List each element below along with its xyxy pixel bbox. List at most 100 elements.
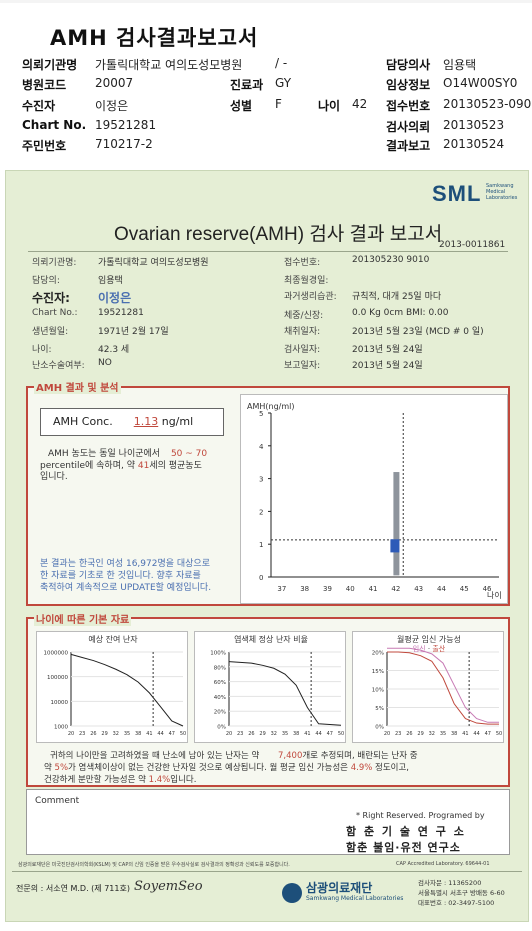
mini-x-tick-label: 29 [259, 731, 265, 737]
mini-x-tick-label: 50 [180, 731, 186, 737]
header-label: 접수번호 [386, 99, 431, 113]
patient-value: 가톨릭대학교 여의도성모병원 [98, 258, 209, 268]
mini-x-tick-label: 41 [462, 731, 468, 737]
mini-y-tick-label: 0% [217, 725, 226, 731]
footer-accreditation: 삼광의료재단은 미국진단검사의학회(KSLM) 및 CAP의 신임 인증을 받은… [18, 862, 290, 868]
patient-label: 수진자: [32, 291, 70, 305]
mini-y-tick-label: 10000 [51, 700, 69, 706]
footer-cap: CAP Accredited Laboratory. 69644-01 [396, 861, 490, 867]
x-tick-label: 44 [437, 585, 446, 593]
report-title: Ovarian reserve(AMH) 검사 결과 보고서 [114, 224, 443, 245]
header-value: 20130524 [443, 137, 505, 151]
mini3-title: 월평균 임신 가능성 [397, 635, 461, 644]
rights-text: * Right Reserved. Programed by [356, 811, 485, 820]
amh-section-title: AMH 결과 및 분석 [34, 379, 121, 394]
x-tick-label: 37 [277, 585, 286, 593]
patient-label: Chart No.: [32, 308, 78, 318]
mini-x-tick-label: 32 [429, 731, 435, 737]
x-tick-label: 43 [414, 585, 423, 593]
amh-note-1: 본 결과는 한국인 여성 16,972명을 대상으로 [40, 559, 210, 569]
comment-box: Comment [26, 789, 510, 855]
mini-y-tick-label: 100% [210, 651, 226, 657]
mini-chart-pregnancy: 월평균 임신 가능성 임신 · 출산 0% 5% 10% 15% 20% 20 23 26 29… [352, 631, 504, 743]
mini-series-line [70, 653, 184, 727]
mini-x-tick-label: 26 [406, 731, 412, 737]
sample-value: 0.0 Kg 0cm BMI: 0.00 [352, 308, 449, 318]
header-value: 임용택 [443, 58, 477, 72]
amh-interpretation-3: 입니다. [40, 472, 68, 482]
mini-x-tick-label: 35 [282, 731, 288, 737]
mini-x-tick-label: 23 [395, 731, 401, 737]
mini-x-tick-label: 29 [101, 731, 107, 737]
x-tick-label: 46 [483, 585, 492, 593]
mini-y-tick-label: 5% [375, 706, 384, 712]
header-label: 병원코드 [22, 78, 67, 92]
mini-x-tick-label: 44 [473, 731, 479, 737]
header-label: 진료과 [230, 78, 264, 92]
foundation-en: Samkwang Medical Laboratories [306, 895, 404, 902]
mini3-legend: 임신 · 출산 [412, 645, 446, 653]
y-tick-label: 4 [259, 443, 264, 451]
header-value: 19521281 [95, 118, 157, 132]
sml-logo-sub: Samkwang Medical Laboratories [486, 183, 518, 201]
top-strip [0, 0, 532, 3]
sample-value: 201305230 9010 [352, 255, 430, 265]
header-label: 주민번호 [22, 139, 67, 153]
amh-section: AMH Conc. 1.13 ng/ml AMH 농도는 동일 나이군에서 50… [26, 386, 510, 606]
sample-label: 과거생리습관: [284, 292, 337, 302]
sml-logo: SML [432, 181, 482, 206]
header-label: 성별 [230, 99, 253, 113]
doc-number: 2013-0011861 [439, 240, 506, 250]
x-tick-label: 39 [323, 585, 332, 593]
sample-value: 2013년 5월 24일 [352, 361, 423, 371]
y-tick-label: 0 [259, 574, 263, 582]
mini-y-tick-label: 100000 [47, 675, 68, 681]
amh-conc-label: AMH Conc. [53, 415, 113, 428]
header-value: O14W00SY0 [443, 76, 518, 90]
foundation-addr: 서울특별시 서초구 방배동 6-60 [418, 889, 505, 897]
patient-value: 42.3 세 [98, 345, 130, 355]
sample-value: 2013년 5월 24일 [352, 345, 423, 355]
patient-label: 나이: [32, 345, 52, 355]
mini-x-tick-label: 26 [90, 731, 96, 737]
signature-script: SoyemSeo [134, 879, 203, 894]
mini-y-tick-label: 10% [372, 688, 384, 694]
mini-x-tick-label: 47 [327, 731, 333, 737]
mini-x-tick-label: 44 [157, 731, 163, 737]
mini-x-tick-label: 23 [237, 731, 243, 737]
header-value: 이정은 [95, 99, 129, 113]
header-label: 의뢰기관명 [22, 58, 78, 72]
amh-note-3: 축적하여 계속적으로 UPDATE할 예정입니다. [40, 583, 212, 593]
mini-x-tick-label: 41 [146, 731, 152, 737]
sample-value: 규칙적, 대개 25일 마다 [352, 292, 442, 302]
y-tick-label: 3 [259, 476, 263, 484]
mini-x-tick-label: 38 [451, 731, 457, 737]
mini-x-tick-label: 20 [68, 731, 74, 737]
header-value: F [275, 97, 282, 111]
age-value: 42 [352, 97, 368, 111]
mini-x-tick-label: 29 [417, 731, 423, 737]
mini-y-tick-label: 15% [372, 669, 384, 675]
mini-y-tick-label: 0% [375, 725, 384, 731]
amh-conc-value: 1.13 [133, 415, 159, 428]
x-tick-label: 42 [391, 585, 400, 593]
mini-x-tick-label: 23 [79, 731, 85, 737]
mini-y-tick-label: 20% [214, 710, 226, 716]
header-label: 임상정보 [386, 78, 431, 92]
x-tick-label: 45 [460, 585, 469, 593]
amh-interpretation-2: percentile에 속하며, 약 41세의 평균농도 [40, 461, 202, 471]
summary-line-3: 건강하게 분만할 가능성은 약 1.4%입니다. [44, 775, 197, 785]
foundation-fax: 대표번호 : 02-3497-5100 [418, 899, 495, 907]
mini-series-line [387, 647, 499, 723]
header-label: Chart No. [22, 118, 87, 132]
header-value: GY [275, 76, 292, 90]
amh-conc-box: AMH Conc. 1.13 ng/ml [40, 408, 224, 436]
amh-note-2: 한 자료를 기초로 한 것입니다. 향후 자료를 [40, 571, 201, 581]
foundation-tel: 검사자문 : 11365200 [418, 879, 482, 887]
amh-interpretation-1: AMH 농도는 동일 나이군에서 50 ~ 70 [48, 449, 208, 459]
comment-label: Comment [35, 796, 80, 806]
mini-series-line [387, 651, 499, 725]
patient-value: 이정은 [98, 291, 132, 305]
mini-chart-eggs: 예상 잔여 난자 1000000 100000 10000 1000 20 23 26 29 3… [36, 631, 188, 743]
